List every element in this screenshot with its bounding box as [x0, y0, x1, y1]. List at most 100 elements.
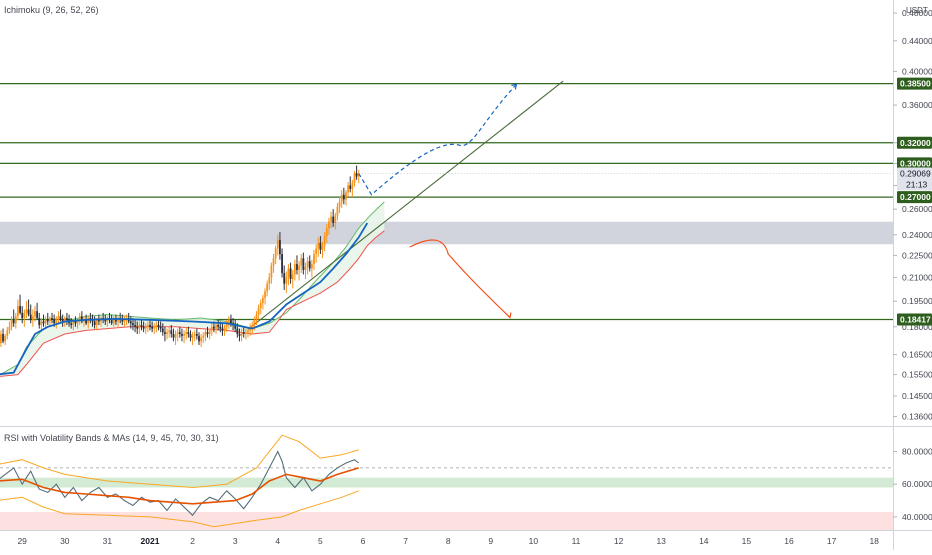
candle-body — [155, 325, 158, 327]
price-tick-label: 0.22500 — [902, 250, 932, 260]
rsi-series-band_lower — [0, 490, 359, 528]
candle-body — [121, 319, 124, 322]
time-tick-label: 13 — [656, 536, 666, 546]
level-price-label[interactable]: 0.32000 — [897, 136, 932, 149]
candle-body — [187, 332, 190, 334]
level-price-label[interactable]: 0.18417 — [897, 313, 932, 326]
candle-body — [191, 335, 194, 338]
candle-body — [281, 253, 283, 273]
level-price-label[interactable]: 0.30000 — [897, 157, 932, 170]
price-tick-label: 0.19500 — [902, 296, 932, 306]
candle-body — [157, 325, 160, 327]
candle-body — [255, 314, 258, 320]
level-price-label[interactable]: 0.27000 — [897, 191, 932, 204]
candle-body — [332, 216, 335, 223]
candle-body — [0, 333, 2, 344]
time-tick-label: 30 — [60, 536, 70, 546]
level-label-text: 0.32000 — [900, 138, 931, 148]
candle-body — [349, 185, 352, 189]
level-price-label[interactable]: 0.38500 — [897, 77, 932, 90]
candle-body — [115, 319, 117, 322]
candle-body — [355, 173, 358, 177]
candle-body — [247, 330, 249, 333]
candle-body — [242, 332, 245, 334]
candle-body — [336, 206, 339, 216]
candle-body — [59, 316, 62, 320]
candle-body — [321, 245, 324, 250]
rsi-pane — [0, 434, 893, 530]
price-tick-label: 0.14500 — [902, 391, 932, 401]
rsi-green-zone — [0, 477, 893, 488]
candle-body — [244, 332, 247, 334]
candle-body — [95, 319, 98, 326]
candle-body — [104, 319, 107, 322]
time-tick-label: 16 — [784, 536, 794, 546]
candle-body — [328, 221, 330, 229]
candle-body — [34, 311, 36, 317]
candle-body — [46, 319, 49, 322]
level-label-bg — [897, 313, 932, 326]
price-tick-label: 0.18000 — [902, 322, 932, 332]
time-tick-label: 11 — [572, 536, 581, 546]
candle-body — [221, 328, 224, 331]
candle-body — [51, 318, 53, 320]
candle-body — [193, 333, 196, 336]
candle-body — [66, 318, 68, 320]
candle-body — [72, 321, 75, 326]
candle-body — [23, 312, 26, 319]
time-tick-label: 7 — [403, 536, 408, 546]
time-tick-label: 2 — [190, 536, 195, 546]
candle-body — [29, 314, 32, 320]
candle-body — [291, 274, 294, 280]
candle-body — [223, 326, 226, 331]
time-tick-label: 6 — [361, 536, 366, 546]
candle-body — [306, 261, 309, 267]
ichimoku-indicator-label[interactable]: Ichimoku (9, 26, 52, 26) — [4, 5, 99, 15]
bar-countdown: 21:13 — [906, 179, 928, 189]
price-tick-label: 0.21000 — [902, 272, 932, 282]
candle-body — [206, 332, 209, 334]
candle-body — [253, 319, 256, 326]
candle-body — [14, 316, 17, 324]
candle-body — [10, 319, 13, 327]
candle-body — [142, 326, 145, 329]
level-label-bg — [897, 191, 932, 204]
currency-label: USDT — [906, 6, 928, 15]
candle-body — [264, 291, 266, 298]
price-tick-label: 0.36000 — [902, 100, 932, 110]
candle-body — [236, 328, 239, 334]
time-tick-label: 31 — [103, 536, 113, 546]
candle-body — [225, 323, 228, 327]
candle-body — [261, 297, 264, 303]
candle-body — [87, 318, 90, 324]
candle-body — [334, 215, 337, 223]
time-tick-label: 2021 — [141, 536, 160, 546]
rsi-indicator-label[interactable]: RSI with Volatility Bands & MAs (14, 9, … — [4, 433, 219, 443]
candle-body — [8, 326, 11, 331]
candle-body — [217, 325, 220, 327]
time-tick-label: 9 — [488, 536, 493, 546]
candle-body — [36, 311, 39, 319]
candle-body — [6, 330, 9, 336]
candle-body — [200, 337, 203, 342]
candle-body — [323, 236, 326, 246]
candle-body — [317, 242, 320, 249]
level-label-bg — [897, 77, 932, 90]
candle-body — [238, 333, 241, 336]
level-label-text: 0.38500 — [900, 79, 931, 89]
candle-body — [42, 321, 45, 324]
candle-body — [134, 325, 136, 327]
candle-body — [176, 332, 179, 334]
price-tick-label: 0.13600 — [902, 411, 932, 421]
candle-body — [78, 316, 81, 320]
candle-body — [136, 326, 139, 329]
candle-body — [144, 326, 147, 329]
candle-body — [91, 319, 94, 322]
candle-body — [210, 326, 213, 331]
candle-body — [234, 325, 237, 329]
candle-body — [251, 325, 254, 329]
candle-body — [166, 332, 168, 334]
